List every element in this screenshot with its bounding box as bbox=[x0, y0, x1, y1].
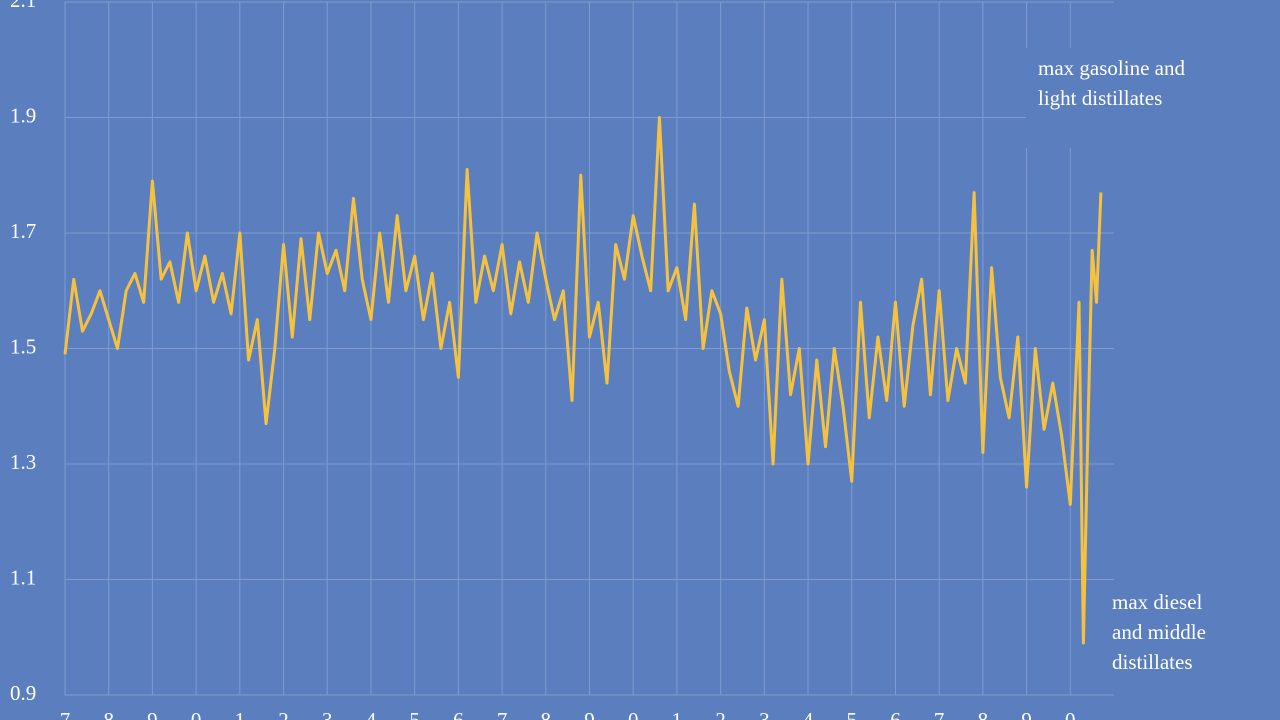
x-tick-label: 0 bbox=[191, 708, 202, 720]
y-tick-label: 1.9 bbox=[10, 103, 36, 127]
x-tick-label: 4 bbox=[803, 708, 814, 720]
data-line bbox=[63, 116, 1103, 645]
y-tick-label: 1.7 bbox=[10, 219, 36, 243]
y-tick-label: 1.1 bbox=[10, 565, 36, 589]
x-tick-label: 1 bbox=[672, 708, 683, 720]
annotation: max gasoline and bbox=[1038, 56, 1185, 80]
x-tick-label: 3 bbox=[322, 708, 333, 720]
x-tick-label: 8 bbox=[978, 708, 989, 720]
x-tick-label: 9 bbox=[147, 708, 158, 720]
x-tick-label: 8 bbox=[103, 708, 114, 720]
x-tick-label: 7 bbox=[497, 708, 508, 720]
y-tick-label: 0.9 bbox=[10, 681, 36, 705]
x-tick-label: 9 bbox=[1021, 708, 1032, 720]
y-tick-label: 2.1 bbox=[10, 0, 36, 12]
annotation-backdrop bbox=[1105, 585, 1275, 685]
x-tick-label: 8 bbox=[541, 708, 552, 720]
annotation: and middle bbox=[1112, 620, 1206, 644]
annotation-backdrop bbox=[1026, 48, 1256, 148]
annotation: distillates bbox=[1112, 650, 1193, 674]
annotation: max diesel bbox=[1112, 590, 1203, 614]
y-tick-label: 1.3 bbox=[10, 450, 36, 474]
x-tick-label: 6 bbox=[453, 708, 464, 720]
x-tick-label: 7 bbox=[60, 708, 71, 720]
x-tick-label: 2 bbox=[278, 708, 289, 720]
x-tick-label: 3 bbox=[759, 708, 770, 720]
x-tick-label: 0 bbox=[1065, 708, 1076, 720]
x-tick-label: 0 bbox=[628, 708, 639, 720]
annotation: light distillates bbox=[1038, 86, 1162, 110]
y-tick-label: 1.5 bbox=[10, 334, 36, 358]
x-tick-label: 5 bbox=[847, 708, 858, 720]
x-tick-label: 1 bbox=[235, 708, 246, 720]
x-tick-label: 2 bbox=[715, 708, 726, 720]
x-tick-label: 5 bbox=[409, 708, 420, 720]
x-tick-label: 4 bbox=[366, 708, 377, 720]
x-tick-label: 6 bbox=[890, 708, 901, 720]
x-tick-label: 9 bbox=[584, 708, 595, 720]
x-tick-label: 7 bbox=[934, 708, 945, 720]
